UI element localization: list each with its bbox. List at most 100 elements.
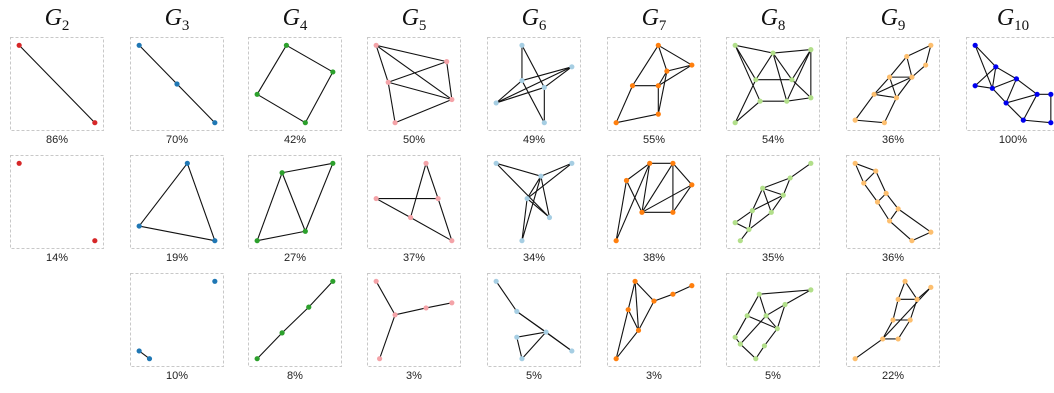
graph-edge	[425, 163, 439, 199]
graph-node	[787, 175, 793, 181]
graph-edge	[762, 177, 791, 189]
graph-edge	[256, 93, 306, 124]
graph-edge	[791, 79, 812, 99]
graph-edge	[388, 81, 452, 101]
graph-node	[909, 74, 915, 80]
graph-edge	[641, 163, 651, 213]
panel-frame	[130, 155, 224, 249]
graph-node	[895, 206, 901, 212]
graph-edge	[256, 45, 287, 95]
graph-node	[377, 356, 383, 362]
graph-edge	[735, 44, 774, 54]
panel-frame	[10, 37, 104, 131]
percentage-label: 3%	[646, 370, 662, 382]
column-title-letter: G	[880, 5, 898, 31]
graph-node	[886, 74, 893, 80]
graph-node	[928, 229, 934, 235]
graph-edge	[308, 280, 334, 308]
graph-node	[283, 42, 289, 48]
graph-node	[756, 291, 762, 297]
graph-node	[732, 220, 738, 226]
percentage-label: 50%	[402, 134, 426, 146]
graph-edge	[138, 44, 178, 85]
graph-edge	[1005, 93, 1038, 104]
graph-drawing	[367, 37, 461, 131]
graph-panel	[248, 37, 342, 131]
graph-drawing	[607, 155, 701, 249]
graph-node	[385, 79, 391, 85]
graph-edge	[784, 289, 812, 305]
graph-node	[632, 278, 638, 284]
panel-frame	[487, 155, 581, 249]
graph-edge	[974, 66, 997, 87]
panel-frame	[248, 155, 342, 249]
graph-drawing	[487, 155, 581, 249]
graph-node	[330, 160, 336, 166]
graph-node	[744, 313, 750, 319]
graph-node	[902, 278, 908, 284]
graph-edge	[762, 188, 772, 213]
panel-frame	[248, 37, 342, 131]
graph-node	[880, 336, 886, 342]
graph-edge	[495, 162, 550, 218]
graph-node	[852, 160, 858, 166]
graph-panel	[966, 37, 1054, 131]
graph-node	[782, 301, 788, 308]
graph-edge	[521, 80, 545, 123]
graph-node	[519, 356, 525, 362]
graph-edge	[889, 220, 913, 242]
graph-edge	[410, 217, 453, 242]
graph-node	[493, 160, 499, 166]
graph-edge	[387, 82, 396, 123]
graph-panel	[726, 155, 820, 249]
graph-node	[514, 334, 520, 340]
graph-node	[770, 50, 776, 56]
graph-panel	[607, 155, 701, 249]
percentage-label: 34%	[522, 252, 546, 264]
graph-edge	[495, 86, 545, 104]
graph-edge	[863, 170, 877, 184]
graph-node	[923, 62, 929, 68]
graph-node	[774, 326, 780, 332]
percentage-label: 5%	[765, 370, 781, 382]
graph-node	[760, 185, 766, 191]
panel-frame	[248, 273, 342, 367]
graph-node	[302, 120, 308, 126]
graph-edge	[658, 44, 693, 66]
graph-edge	[657, 70, 668, 115]
graph-panel	[846, 155, 940, 249]
percentage-label: 37%	[402, 252, 426, 264]
percentage-label: 38%	[642, 252, 666, 264]
graph-edge	[1016, 78, 1038, 95]
percentage-label: 86%	[45, 134, 69, 146]
graph-edge	[782, 177, 791, 196]
graph-node	[972, 42, 978, 48]
graph-edge	[897, 281, 906, 300]
graph-edge	[748, 211, 772, 230]
graph-edge	[892, 299, 899, 321]
graph-edge	[765, 315, 778, 329]
column-title: G6	[484, 4, 584, 40]
graph-edge	[304, 163, 334, 232]
graph-node	[569, 348, 575, 354]
graph-edge	[925, 45, 932, 66]
graph-edge	[755, 52, 774, 80]
graph-edge	[626, 162, 651, 181]
graph-edge	[873, 76, 913, 95]
graph-edge	[877, 201, 891, 222]
graph-panel	[367, 37, 461, 131]
graph-node	[761, 343, 767, 349]
graph-node	[625, 307, 631, 313]
graph-node	[546, 214, 553, 221]
graph-node	[639, 209, 645, 215]
graph-edge	[666, 64, 692, 72]
graph-node	[449, 96, 455, 103]
column-title-letter: G	[760, 5, 778, 31]
column-title-subscript: 2	[61, 18, 70, 34]
graph-node	[732, 120, 738, 126]
graph-panel	[10, 37, 104, 131]
graph-node	[444, 59, 450, 65]
column-title-letter: G	[282, 5, 300, 31]
column-title: G7	[604, 4, 704, 40]
graph-node	[689, 62, 695, 68]
